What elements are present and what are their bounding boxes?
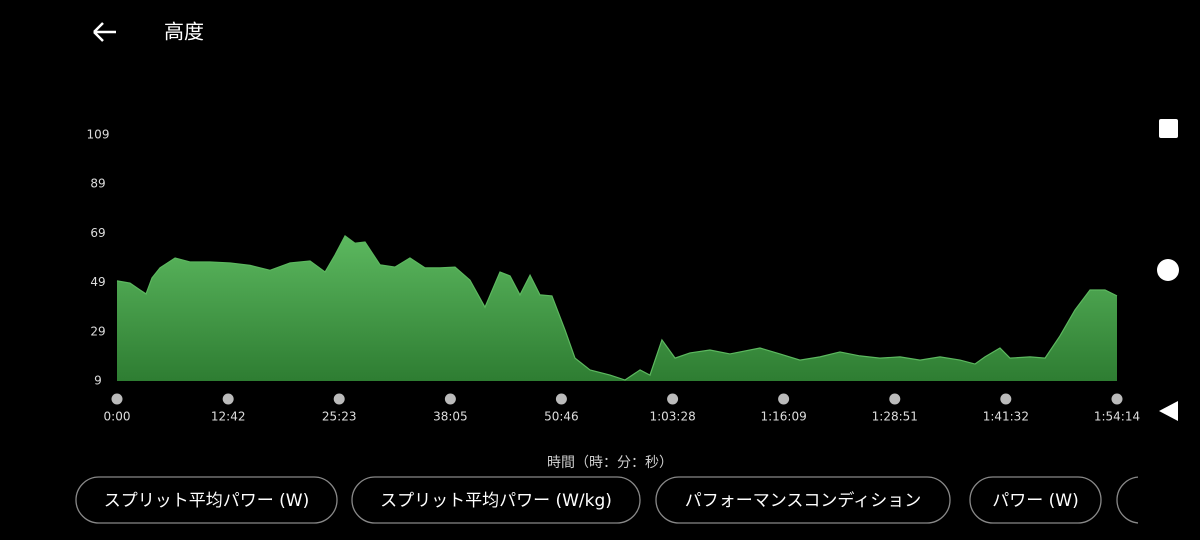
x-tick-dot [222, 393, 234, 405]
x-tick-label: 0:00 [104, 410, 131, 424]
edge-mask [1138, 470, 1200, 530]
chip-label: パワー (W) [992, 491, 1078, 511]
y-tick-label: 69 [90, 226, 105, 240]
x-tick-label: 1:41:32 [983, 410, 1029, 424]
chip[interactable] [655, 476, 951, 524]
y-tick-label: 29 [90, 324, 105, 338]
chip-label: スプリット平均パワー (W) [104, 491, 309, 511]
chip[interactable] [351, 476, 641, 524]
x-tick-dot [1111, 393, 1123, 405]
x-tick-dot [889, 393, 901, 405]
area-fill [117, 235, 1117, 381]
chip-label: スプリット平均パワー (W/kg) [380, 491, 612, 511]
x-tick-label: 1:28:51 [872, 410, 918, 424]
nav-recents[interactable] [1159, 119, 1178, 138]
x-tick-dot [444, 393, 456, 405]
x-tick-dot [555, 393, 567, 405]
nav-home[interactable] [1157, 259, 1179, 281]
x-tick-dot [1000, 393, 1012, 405]
y-tick-label: 49 [90, 275, 105, 289]
area-line [116, 234, 1118, 381]
x-tick-dot [667, 393, 679, 405]
x-tick-label: 1:16:09 [760, 410, 806, 424]
back-button[interactable] [93, 22, 116, 42]
x-tick-dot [111, 393, 123, 405]
x-tick-label: 1:03:28 [649, 410, 695, 424]
x-tick-label: 38:05 [433, 410, 468, 424]
y-tick-label: 109 [87, 128, 110, 142]
chip[interactable] [75, 476, 338, 524]
x-tick-label: 25:23 [322, 410, 357, 424]
x-tick-label: 1:54:14 [1094, 410, 1140, 424]
x-tick-label: 12:42 [211, 410, 246, 424]
nav-back[interactable] [1159, 401, 1178, 421]
y-tick-label: 89 [90, 177, 105, 191]
page-title: 高度 [164, 20, 204, 44]
y-tick-label: 9 [94, 374, 102, 388]
x-tick-label: 50:46 [544, 410, 579, 424]
chip[interactable] [969, 476, 1102, 524]
chip-label: パフォーマンスコンディション [685, 490, 921, 511]
x-tick-dot [333, 393, 345, 405]
x-tick-dot [778, 393, 790, 405]
x-axis-label: 時間（時：分：秒） [547, 455, 673, 471]
